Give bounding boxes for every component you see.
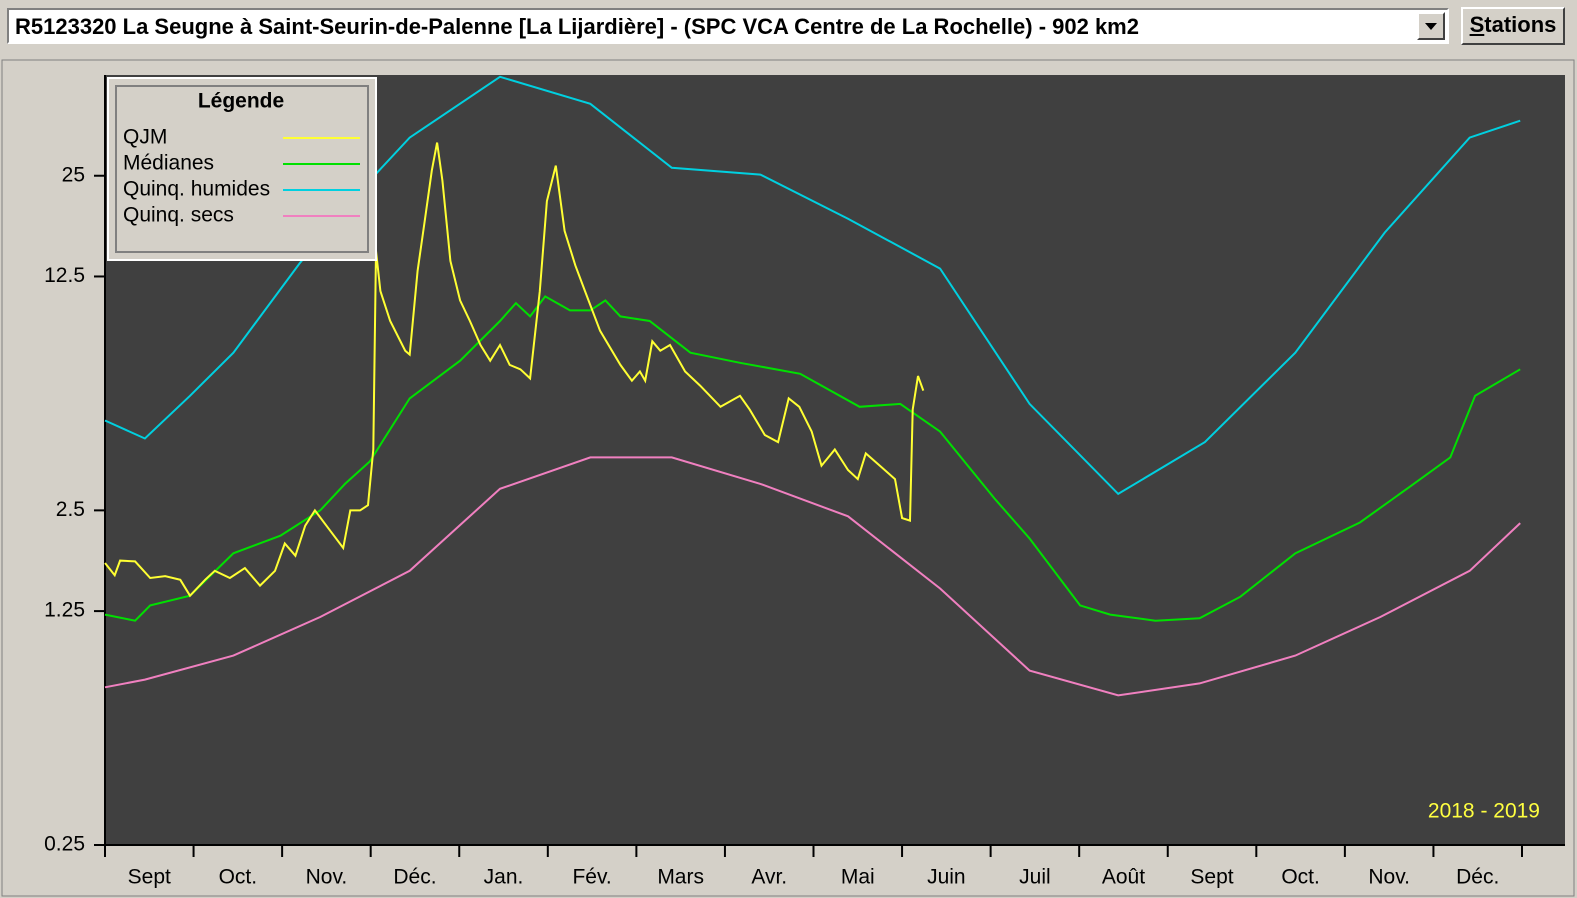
series-line [104, 142, 925, 598]
x-tick-label: Fév. [572, 866, 611, 889]
legend-label: Médianes [123, 152, 214, 175]
station-dropdown[interactable]: R5123320 La Seugne à Saint-Seurin-de-Pal… [7, 8, 1449, 44]
x-tick-label: Juil [1019, 866, 1051, 889]
series-line [104, 456, 1521, 697]
x-tick-label: Déc. [1456, 866, 1499, 889]
legend-label: QJM [123, 126, 167, 149]
stations-button[interactable]: Stations [1461, 7, 1565, 45]
y-tick-label: 0.25 [44, 833, 85, 856]
series-line [104, 75, 1521, 496]
x-tick-label: Déc. [393, 866, 436, 889]
x-tick-label: Août [1102, 866, 1145, 889]
legend-label: Quinq. humides [123, 178, 270, 201]
x-tick-label: Avr. [751, 866, 787, 889]
legend-box [107, 77, 377, 261]
station-label: R5123320 La Seugne à Saint-Seurin-de-Pal… [15, 14, 1139, 39]
annotation: 2018 - 2019 [1428, 800, 1540, 823]
legend-inner [115, 85, 369, 253]
chart: 0.25 1.25 2.5 12.5 25 Sept Oct. Nov. Déc. Jan. Fév… [1, 59, 1575, 897]
y-tick-label: 2.5 [56, 498, 85, 521]
legend-title: Légende [198, 90, 284, 113]
series-line [104, 295, 1521, 622]
x-tick-label: Nov. [306, 866, 348, 889]
x-tick-label: Sept [1190, 866, 1233, 889]
x-tick-label: Nov. [1368, 866, 1410, 889]
x-tick-label: Juin [927, 866, 966, 889]
x-tick-label: Oct. [1281, 866, 1320, 889]
x-tick-label: Mai [841, 866, 875, 889]
y-tick-label: 1.25 [44, 599, 85, 622]
dropdown-arrow[interactable] [1417, 12, 1445, 40]
legend-label: Quinq. secs [123, 204, 234, 227]
y-tick-label: 25 [62, 163, 85, 186]
y-tick-label: 12.5 [44, 264, 85, 287]
toolbar: R5123320 La Seugne à Saint-Seurin-de-Pal… [0, 0, 1577, 56]
x-tick-label: Sept [128, 866, 171, 889]
x-tick-label: Mars [657, 866, 704, 889]
x-tick-label: Jan. [484, 866, 524, 889]
x-tick-label: Oct. [219, 866, 258, 889]
arrow-icon [1425, 23, 1437, 30]
